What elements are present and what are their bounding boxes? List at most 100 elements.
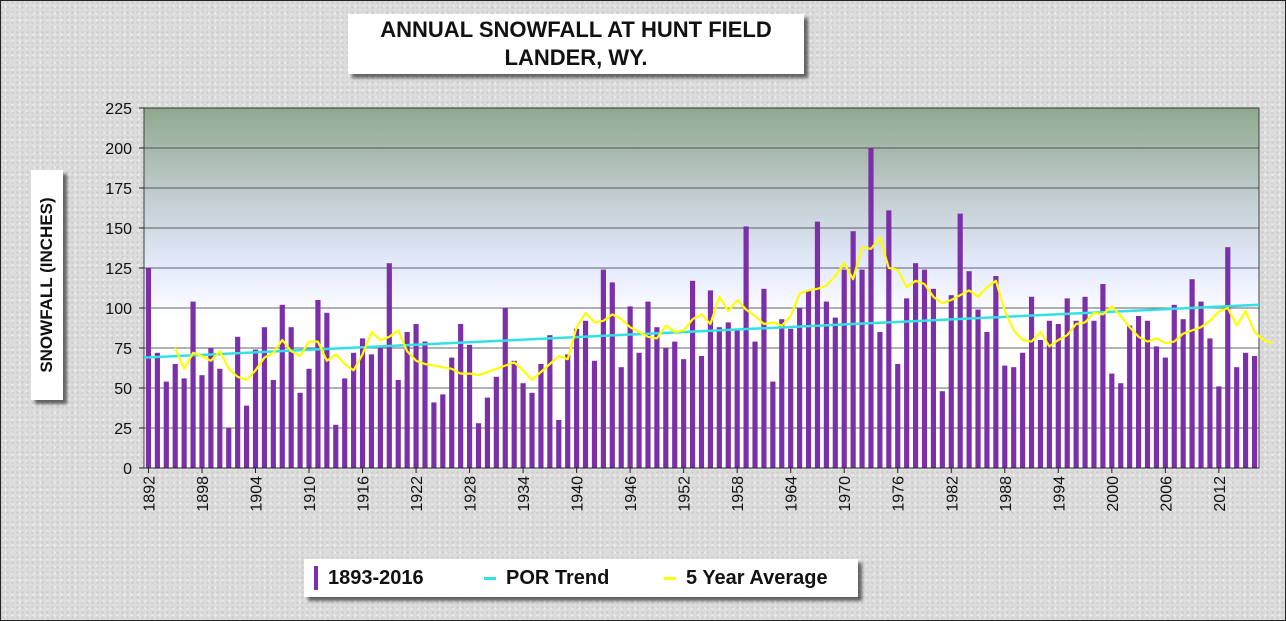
bar-1963	[779, 319, 785, 468]
legend-average-label: 5 Year Average	[686, 566, 828, 589]
bar-1897	[190, 301, 196, 468]
chart-title: ANNUAL SNOWFALL AT HUNT FIELD LANDER, WY…	[348, 14, 804, 74]
bar-1966	[805, 290, 812, 468]
bar-1996	[1073, 320, 1079, 468]
chart-title-line-2: LANDER, WY.	[504, 45, 648, 70]
bar-1944	[609, 282, 615, 468]
legend-average-swatch	[664, 576, 676, 580]
bar-1903	[243, 405, 250, 468]
bar-1915	[351, 352, 357, 468]
y-axis-label: SNOWFALL (INCHES)	[37, 197, 56, 373]
bar-2001	[1118, 383, 1124, 468]
x-tick-label-1988: 1988	[998, 476, 1015, 512]
bar-2013	[1225, 247, 1231, 468]
bar-1972	[859, 269, 865, 468]
chart-title-line-1: ANNUAL SNOWFALL AT HUNT FIELD	[380, 17, 772, 42]
bar-1899	[208, 348, 214, 468]
x-tick-label-1898: 1898	[195, 476, 212, 512]
bar-1935	[529, 392, 535, 468]
bar-1985	[975, 309, 981, 468]
bar-1981	[939, 391, 945, 468]
bar-1912	[324, 312, 330, 468]
bar-1932	[502, 308, 508, 468]
x-tick-label-1910: 1910	[302, 476, 319, 512]
x-tick-label-1916: 1916	[356, 476, 373, 512]
bar-1947	[636, 352, 642, 468]
bar-2011	[1207, 338, 1213, 468]
legend-item-average: 5 Year Average	[664, 559, 828, 597]
bar-1929	[475, 423, 482, 468]
y-tick-label-125: 125	[105, 261, 132, 278]
bar-2010	[1198, 301, 1204, 468]
bar-1939	[565, 354, 571, 468]
bar-2000	[1109, 373, 1115, 468]
bar-1906	[270, 380, 276, 468]
bar-2008	[1180, 319, 1186, 468]
y-tick-label-100: 100	[105, 301, 132, 318]
y-tick-label-0: 0	[123, 461, 132, 478]
legend-item-bars: 1893-2016	[314, 559, 424, 597]
legend: 1893-2016 POR Trend 5 Year Average	[304, 559, 858, 597]
bar-1923	[422, 341, 428, 468]
bar-1901	[226, 428, 232, 468]
x-tick-label-2000: 2000	[1105, 476, 1122, 512]
x-tick-label-1946: 1946	[623, 476, 640, 512]
bar-1917	[368, 354, 375, 468]
bar-1964	[788, 328, 794, 468]
bar-1975	[886, 210, 892, 468]
bar-1925	[440, 394, 446, 468]
x-tick-label-2006: 2006	[1158, 476, 1175, 512]
bar-1978	[912, 263, 919, 468]
x-tick-label-1970: 1970	[837, 476, 854, 512]
bar-1977	[904, 298, 910, 468]
bar-1951	[672, 341, 678, 468]
bar-1954	[698, 356, 705, 468]
bar-1994	[1055, 324, 1061, 468]
x-tick-label-1904: 1904	[249, 476, 266, 512]
bar-1905	[261, 327, 268, 468]
bar-1976	[895, 364, 901, 468]
bar-2016	[1251, 356, 1258, 468]
x-tick-label-2012: 2012	[1212, 476, 1229, 512]
bar-1909	[297, 392, 303, 468]
five-year-average-line	[174, 236, 1273, 382]
bar-1894	[163, 381, 169, 468]
bar-1945	[618, 367, 624, 468]
bar-1902	[235, 336, 241, 468]
bar-1907	[279, 304, 285, 468]
bar-1998	[1091, 320, 1097, 468]
bar-1982	[948, 295, 954, 468]
bar-1962	[770, 381, 776, 468]
bar-1990	[1020, 352, 1026, 468]
legend-item-trend: POR Trend	[484, 559, 609, 597]
bar-1980	[930, 288, 937, 468]
bar-2009	[1189, 279, 1195, 468]
bar-1904	[252, 349, 259, 468]
bar-1959	[743, 226, 749, 468]
x-tick-label-1994: 1994	[1051, 476, 1068, 512]
bar-1973	[868, 148, 874, 468]
y-tick-label-175: 175	[105, 181, 132, 198]
bar-1953	[689, 280, 696, 468]
bar-1910	[306, 368, 312, 468]
y-tick-label-75: 75	[114, 341, 132, 358]
bar-1974	[877, 332, 883, 468]
bar-1970	[841, 269, 847, 468]
bar-1955	[707, 290, 714, 468]
bar-1934	[520, 383, 526, 468]
bar-1938	[556, 420, 562, 468]
bar-1895	[172, 364, 178, 468]
bar-1892	[145, 268, 152, 468]
bar-1898	[199, 375, 205, 468]
x-tick-label-1952: 1952	[677, 476, 694, 512]
bar-1941	[582, 320, 589, 468]
bar-2007	[1171, 304, 1177, 468]
bar-1908	[288, 327, 294, 468]
bar-1993	[1046, 320, 1052, 468]
bar-2002	[1127, 325, 1133, 468]
x-tick-label-1958: 1958	[730, 476, 747, 512]
bar-1968	[823, 301, 829, 468]
x-tick-label-1940: 1940	[570, 476, 587, 512]
legend-bar-swatch	[314, 566, 318, 590]
